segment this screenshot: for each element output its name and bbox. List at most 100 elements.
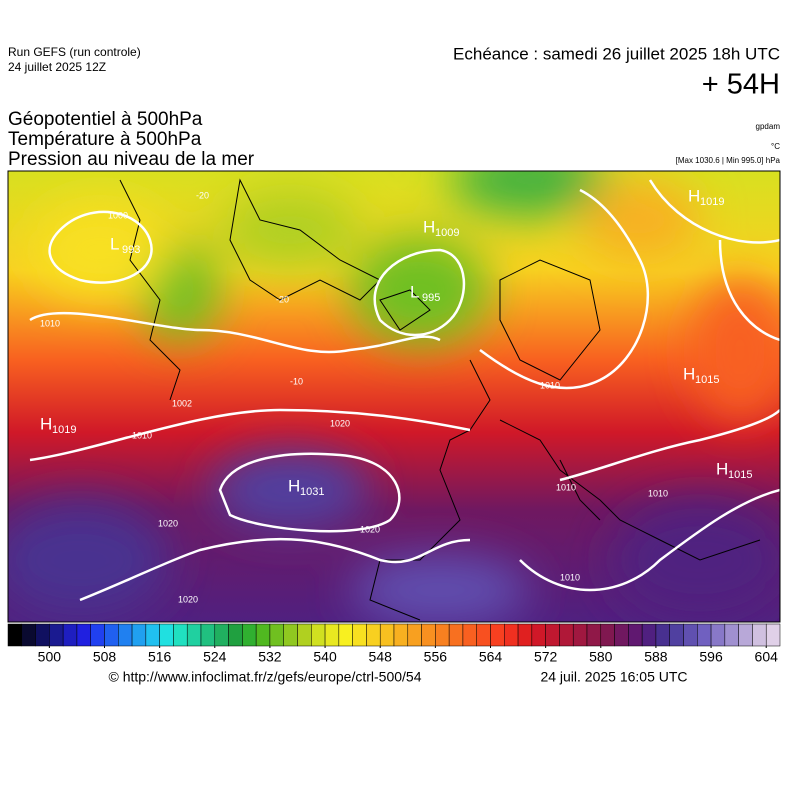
colorbar-swatch: [297, 623, 312, 647]
colorbar-swatch: [490, 623, 505, 647]
colorbar-tick-label: 604: [755, 649, 779, 665]
colorbar-swatch: [517, 623, 533, 647]
colorbar-swatch: [614, 623, 629, 647]
colorbar-swatch: [641, 623, 657, 647]
field-title: Géopotentiel à 500hPa: [8, 109, 203, 130]
pressure-center-letter: H: [40, 414, 52, 433]
unit: °C: [771, 142, 780, 151]
contour-label: 1010: [648, 488, 668, 498]
colorbar-swatch: [697, 623, 712, 647]
colorbar-swatch: [186, 623, 202, 647]
colorbar-tick-label: 508: [93, 649, 117, 665]
colorbar-swatch: [49, 623, 64, 647]
colorbar-tick-label: 540: [313, 649, 337, 665]
colorbar-swatch: [35, 623, 50, 647]
colorbar-swatch: [586, 623, 602, 647]
contour-label: -10: [290, 376, 303, 386]
colorbar-swatch: [118, 623, 133, 647]
colorbar-swatch: [131, 623, 147, 647]
colorbar-tick-label: 556: [424, 649, 448, 665]
pressure-center-value: 1031: [300, 486, 324, 498]
colorbar-swatch: [366, 623, 381, 647]
generated-time: 24 juil. 2025 16:05 UTC: [540, 669, 687, 685]
colorbar-swatch: [669, 623, 684, 647]
colorbar-swatch: [655, 623, 670, 647]
colorbar-swatch: [324, 623, 340, 647]
pressure-center-letter: H: [688, 186, 700, 205]
pressure-center-value: 1015: [728, 469, 752, 481]
colorbar-swatch: [600, 623, 615, 647]
run-date: 24 juillet 2025 12Z: [8, 60, 106, 74]
pressure-center-letter: H: [423, 217, 435, 236]
pressure-center-letter: H: [288, 476, 300, 495]
colorbar-swatch: [145, 623, 160, 647]
colorbar-swatch: [628, 623, 643, 647]
contour-label: 1020: [158, 518, 178, 528]
contour-label: 1010: [556, 482, 576, 492]
colorbar-swatch: [7, 623, 23, 647]
colorbar-tick-label: 500: [38, 649, 62, 665]
colorbar-swatch: [338, 623, 353, 647]
colorbar-tick-label: 548: [369, 649, 393, 665]
colorbar-swatch: [738, 623, 753, 647]
colorbar-swatch: [393, 623, 409, 647]
contour-label: 1000: [108, 210, 128, 220]
colorbar-tick-label: 564: [479, 649, 503, 665]
colorbar-swatch: [724, 623, 739, 647]
colorbar-tick-label: 596: [699, 649, 723, 665]
colorbar-swatch: [407, 623, 422, 647]
colorbar-swatch: [683, 623, 698, 647]
lead-time: + 54H: [702, 69, 780, 101]
colorbar-swatch: [214, 623, 229, 647]
contour-label: -20: [196, 190, 209, 200]
pressure-center-value: 1009: [435, 227, 459, 239]
contour-label: 1010: [40, 318, 60, 328]
pressure-center-value: 1019: [52, 424, 76, 436]
coastlines: [119, 178, 761, 621]
colorbar-swatch: [752, 623, 767, 647]
pressure-center-value: 993: [122, 244, 140, 256]
contour-label: 1020: [360, 524, 380, 534]
colorbar-swatch: [62, 623, 78, 647]
colorbar-swatch: [200, 623, 216, 647]
pressure-center-letter: L: [410, 282, 419, 301]
echeance: Echéance : samedi 26 juillet 2025 18h UT…: [453, 44, 780, 63]
colorbar-tick-label: 580: [589, 649, 613, 665]
colorbar-tick-label: 588: [644, 649, 668, 665]
contour-label: 1010: [560, 572, 580, 582]
colorbar-tick-label: 532: [258, 649, 282, 665]
run-title: Run GEFS (run controle): [8, 45, 141, 59]
colorbar-swatch: [76, 623, 91, 647]
source-url: © http://www.infoclimat.fr/z/gefs/europe…: [108, 669, 421, 685]
contour-label: 1002: [172, 398, 192, 408]
colorbar-swatch: [283, 623, 298, 647]
colorbar-swatch: [462, 623, 477, 647]
colorbar-tick-label: 516: [148, 649, 172, 665]
colorbar-swatch: [269, 623, 284, 647]
colorbar-swatch: [352, 623, 367, 647]
contour-label: 1020: [178, 594, 198, 604]
colorbar-swatch: [710, 623, 726, 647]
unit: gpdam: [756, 122, 781, 131]
contour-label: 1010: [132, 430, 152, 440]
contour-label: 1010: [540, 380, 560, 390]
contour-label: -20: [276, 294, 289, 304]
colorbar-swatch: [173, 623, 188, 647]
colorbar-swatch: [228, 623, 243, 647]
colorbar-tick-label: 524: [203, 649, 227, 665]
colorbar-swatch: [448, 623, 464, 647]
contour-label: 1020: [330, 418, 350, 428]
pressure-center-value: 995: [422, 292, 440, 304]
colorbar-swatch: [242, 623, 257, 647]
colorbar-swatch: [104, 623, 119, 647]
pressure-center-letter: H: [683, 364, 695, 383]
colorbar-swatch: [545, 623, 560, 647]
colorbar-swatch: [311, 623, 326, 647]
colorbar-swatch: [476, 623, 491, 647]
pressure-center-value: 1015: [695, 374, 719, 386]
colorbar-swatch: [504, 623, 519, 647]
colorbar-swatch: [21, 623, 36, 647]
